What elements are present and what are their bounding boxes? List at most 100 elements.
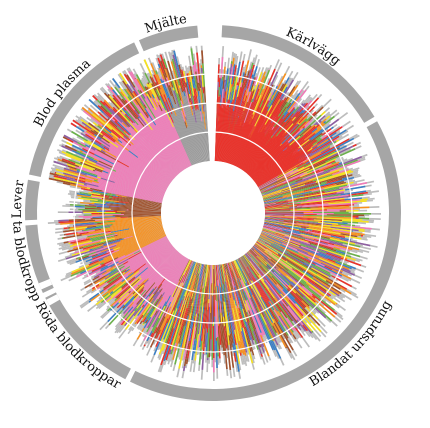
bar-mark	[140, 296, 150, 308]
bar-mark	[284, 302, 289, 307]
bar-mark	[269, 195, 272, 197]
bar-mark	[125, 312, 132, 320]
bar-mark	[104, 148, 169, 187]
bar-mark	[80, 201, 95, 205]
bar-mark	[233, 352, 237, 362]
bar-mark	[133, 306, 142, 317]
bar-mark	[337, 178, 343, 181]
bar-mark	[295, 195, 316, 200]
bar-mark	[261, 230, 301, 245]
bar-mark	[325, 115, 331, 120]
bar-mark	[235, 126, 256, 167]
bar-mark	[351, 231, 365, 236]
bar-mark	[78, 255, 89, 261]
bar-mark	[100, 193, 114, 198]
bar-mark	[254, 244, 269, 255]
bar-mark	[198, 263, 202, 274]
bar-mark	[243, 91, 251, 111]
bar-mark	[285, 102, 289, 106]
bar-mark	[149, 82, 158, 97]
bar-mark	[123, 88, 133, 100]
bar-mark	[186, 127, 198, 164]
bar-mark	[163, 78, 165, 80]
bar-mark	[214, 264, 217, 287]
bar-mark	[226, 263, 233, 282]
bar-mark	[58, 220, 77, 224]
bar-mark	[139, 320, 143, 325]
bar-mark	[297, 148, 338, 170]
bar-mark	[119, 87, 131, 103]
bar-mark	[96, 266, 111, 276]
bar-mark	[193, 87, 195, 89]
bar-mark	[193, 263, 201, 289]
bar-mark	[252, 134, 308, 180]
bar-mark	[178, 85, 181, 89]
bar-mark	[169, 113, 193, 166]
bar-mark	[278, 220, 297, 224]
bar-mark	[296, 249, 337, 268]
bar-mark	[311, 263, 316, 267]
bar-mark	[264, 200, 288, 205]
bar-mark	[139, 112, 153, 131]
bar-mark	[88, 98, 105, 114]
bar-mark	[319, 122, 322, 125]
bar-mark	[61, 237, 64, 240]
bar-mark	[156, 258, 188, 311]
bar-mark	[283, 222, 333, 231]
bar-mark	[243, 255, 261, 279]
bar-mark	[106, 276, 116, 284]
bar-mark	[326, 214, 365, 217]
bar-mark	[197, 109, 206, 162]
bar-mark	[107, 280, 125, 294]
bar-mark	[109, 203, 162, 209]
bar-mark	[97, 176, 101, 179]
bar-mark	[181, 290, 186, 301]
bar-mark	[96, 224, 109, 227]
bar-mark	[101, 197, 162, 207]
bar-mark	[103, 128, 119, 141]
bar-mark	[131, 307, 142, 322]
bar-mark	[227, 115, 243, 164]
bar-mark	[271, 277, 284, 291]
bar-mark	[97, 222, 102, 225]
bar-mark	[348, 191, 368, 196]
bar-mark	[257, 246, 289, 272]
bar-mark	[115, 194, 127, 198]
bar-mark	[116, 108, 131, 124]
bar-mark	[99, 236, 106, 239]
bar-mark	[131, 230, 165, 244]
bar-mark	[105, 122, 124, 139]
bar-mark	[112, 89, 118, 96]
bar-mark	[193, 88, 198, 109]
bar-mark	[132, 278, 140, 285]
bar-mark	[199, 263, 203, 279]
bar-mark	[311, 111, 317, 117]
bar-mark	[188, 318, 194, 342]
bar-mark	[85, 146, 168, 190]
bar-mark	[103, 134, 119, 147]
bar-mark	[189, 97, 192, 101]
bar-mark	[263, 84, 274, 104]
bar-mark	[84, 204, 96, 207]
bar-mark	[176, 284, 187, 309]
bar-mark	[108, 172, 165, 195]
bar-mark	[145, 325, 148, 329]
bar-mark	[161, 288, 163, 289]
bar-mark	[203, 86, 207, 105]
bar-mark	[216, 108, 223, 162]
bar-mark	[140, 246, 174, 276]
bar-mark	[88, 247, 105, 254]
bar-mark	[121, 107, 130, 117]
bar-mark	[67, 227, 71, 229]
bar-mark	[325, 131, 337, 141]
bar-mark	[86, 174, 101, 180]
bar-mark	[304, 123, 310, 129]
bar-mark	[96, 206, 162, 211]
bar-mark	[287, 287, 307, 308]
bar-mark	[91, 113, 113, 131]
bar-mark	[87, 152, 167, 191]
bar-mark	[117, 195, 162, 205]
bar-mark	[172, 54, 180, 79]
bar-mark	[323, 129, 347, 145]
bar-mark	[162, 58, 168, 69]
